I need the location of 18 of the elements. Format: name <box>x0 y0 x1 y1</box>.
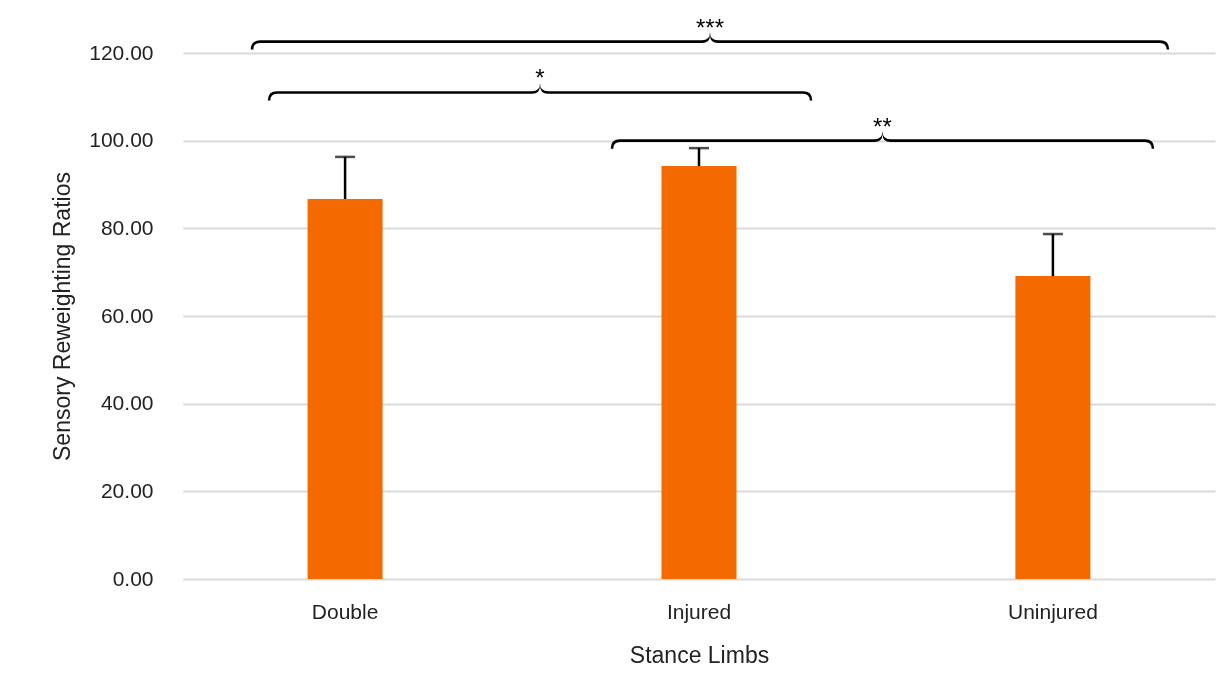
y-tick-label: 100.00 <box>89 128 154 152</box>
x-axis-title: Stance Limbs <box>629 641 770 668</box>
y-axis-title: Sensory Reweighting Ratios <box>49 172 76 461</box>
x-tick-label: Injured <box>666 599 732 623</box>
y-tick-label: 120.00 <box>89 40 154 64</box>
x-tick-label: Double <box>311 599 379 623</box>
y-tick-label: 0.00 <box>112 566 154 590</box>
y-tick-label: 80.00 <box>100 215 154 239</box>
y-tick-label: 40.00 <box>100 391 154 415</box>
bar <box>307 198 383 579</box>
text: *** <box>695 13 725 41</box>
y-tick-label: 60.00 <box>100 303 154 327</box>
y-tick-label: 20.00 <box>100 478 154 502</box>
bar <box>1015 276 1091 579</box>
annotation: ** <box>873 112 892 140</box>
bar <box>661 166 737 579</box>
x-tick-label: Uninjured <box>1007 599 1098 623</box>
annotation: * <box>535 64 545 92</box>
